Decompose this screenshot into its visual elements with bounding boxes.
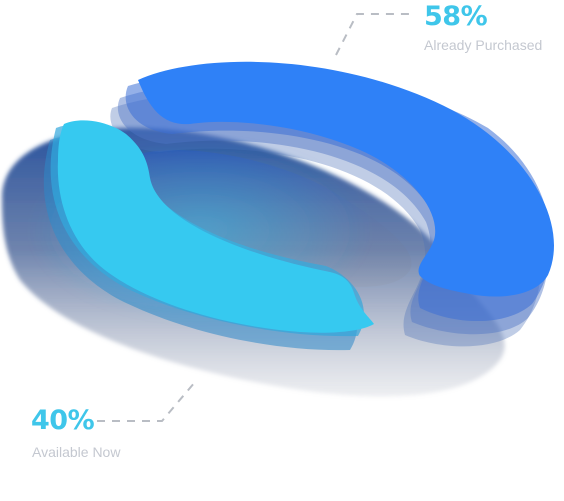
purchased-label: Already Purchased [424, 37, 543, 53]
connector-available [97, 381, 196, 422]
slice-purchased[interactable] [138, 61, 554, 297]
available-percent: 40% [31, 405, 95, 436]
connector-purchased [335, 13, 414, 56]
available-label: Available Now [32, 444, 121, 460]
slice-available[interactable] [57, 120, 374, 333]
purchased-percent: 58% [424, 1, 488, 32]
